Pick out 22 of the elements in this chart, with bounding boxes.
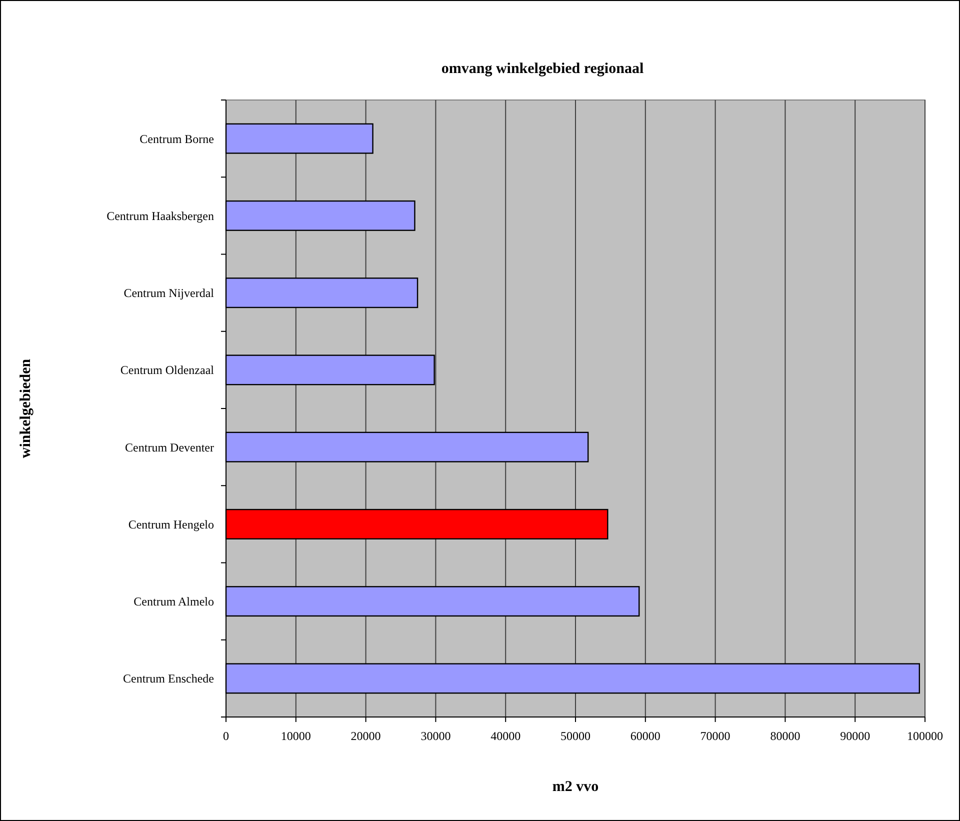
x-axis-title: m2 vvo [552,779,599,795]
y-tick-label: Centrum Oldenzaal [120,363,215,378]
x-tick-label: 60000 [630,729,660,743]
y-tick-label: Centrum Enschede [123,672,214,686]
x-tick-label: 20000 [350,729,381,743]
y-tick-label: Centrum Haaksbergen [106,208,214,223]
y-tick-label: Centrum Deventer [125,440,214,454]
x-tick-label: 70000 [700,729,730,743]
x-tick-label: 40000 [490,729,521,743]
x-tick-label: 0 [223,729,229,743]
x-tick-label: 30000 [420,729,451,743]
x-tick-label: 80000 [770,729,800,743]
x-tick-label: 50000 [560,729,590,743]
x-tick-label: 90000 [840,729,870,743]
y-tick-label: Centrum Nijverdal [124,286,215,300]
y-axis-title: winkelgebieden [18,358,34,458]
x-tick-label: 10000 [280,729,311,743]
x-tick-label: 100000 [907,729,943,743]
y-tick-label: Centrum Borne [140,132,214,146]
y-tick-label: Centrum Almelo [134,594,214,609]
y-tick-label: Centrum Hengelo [128,517,214,532]
chart-title: omvang winkelgebied regionaal [441,61,644,77]
